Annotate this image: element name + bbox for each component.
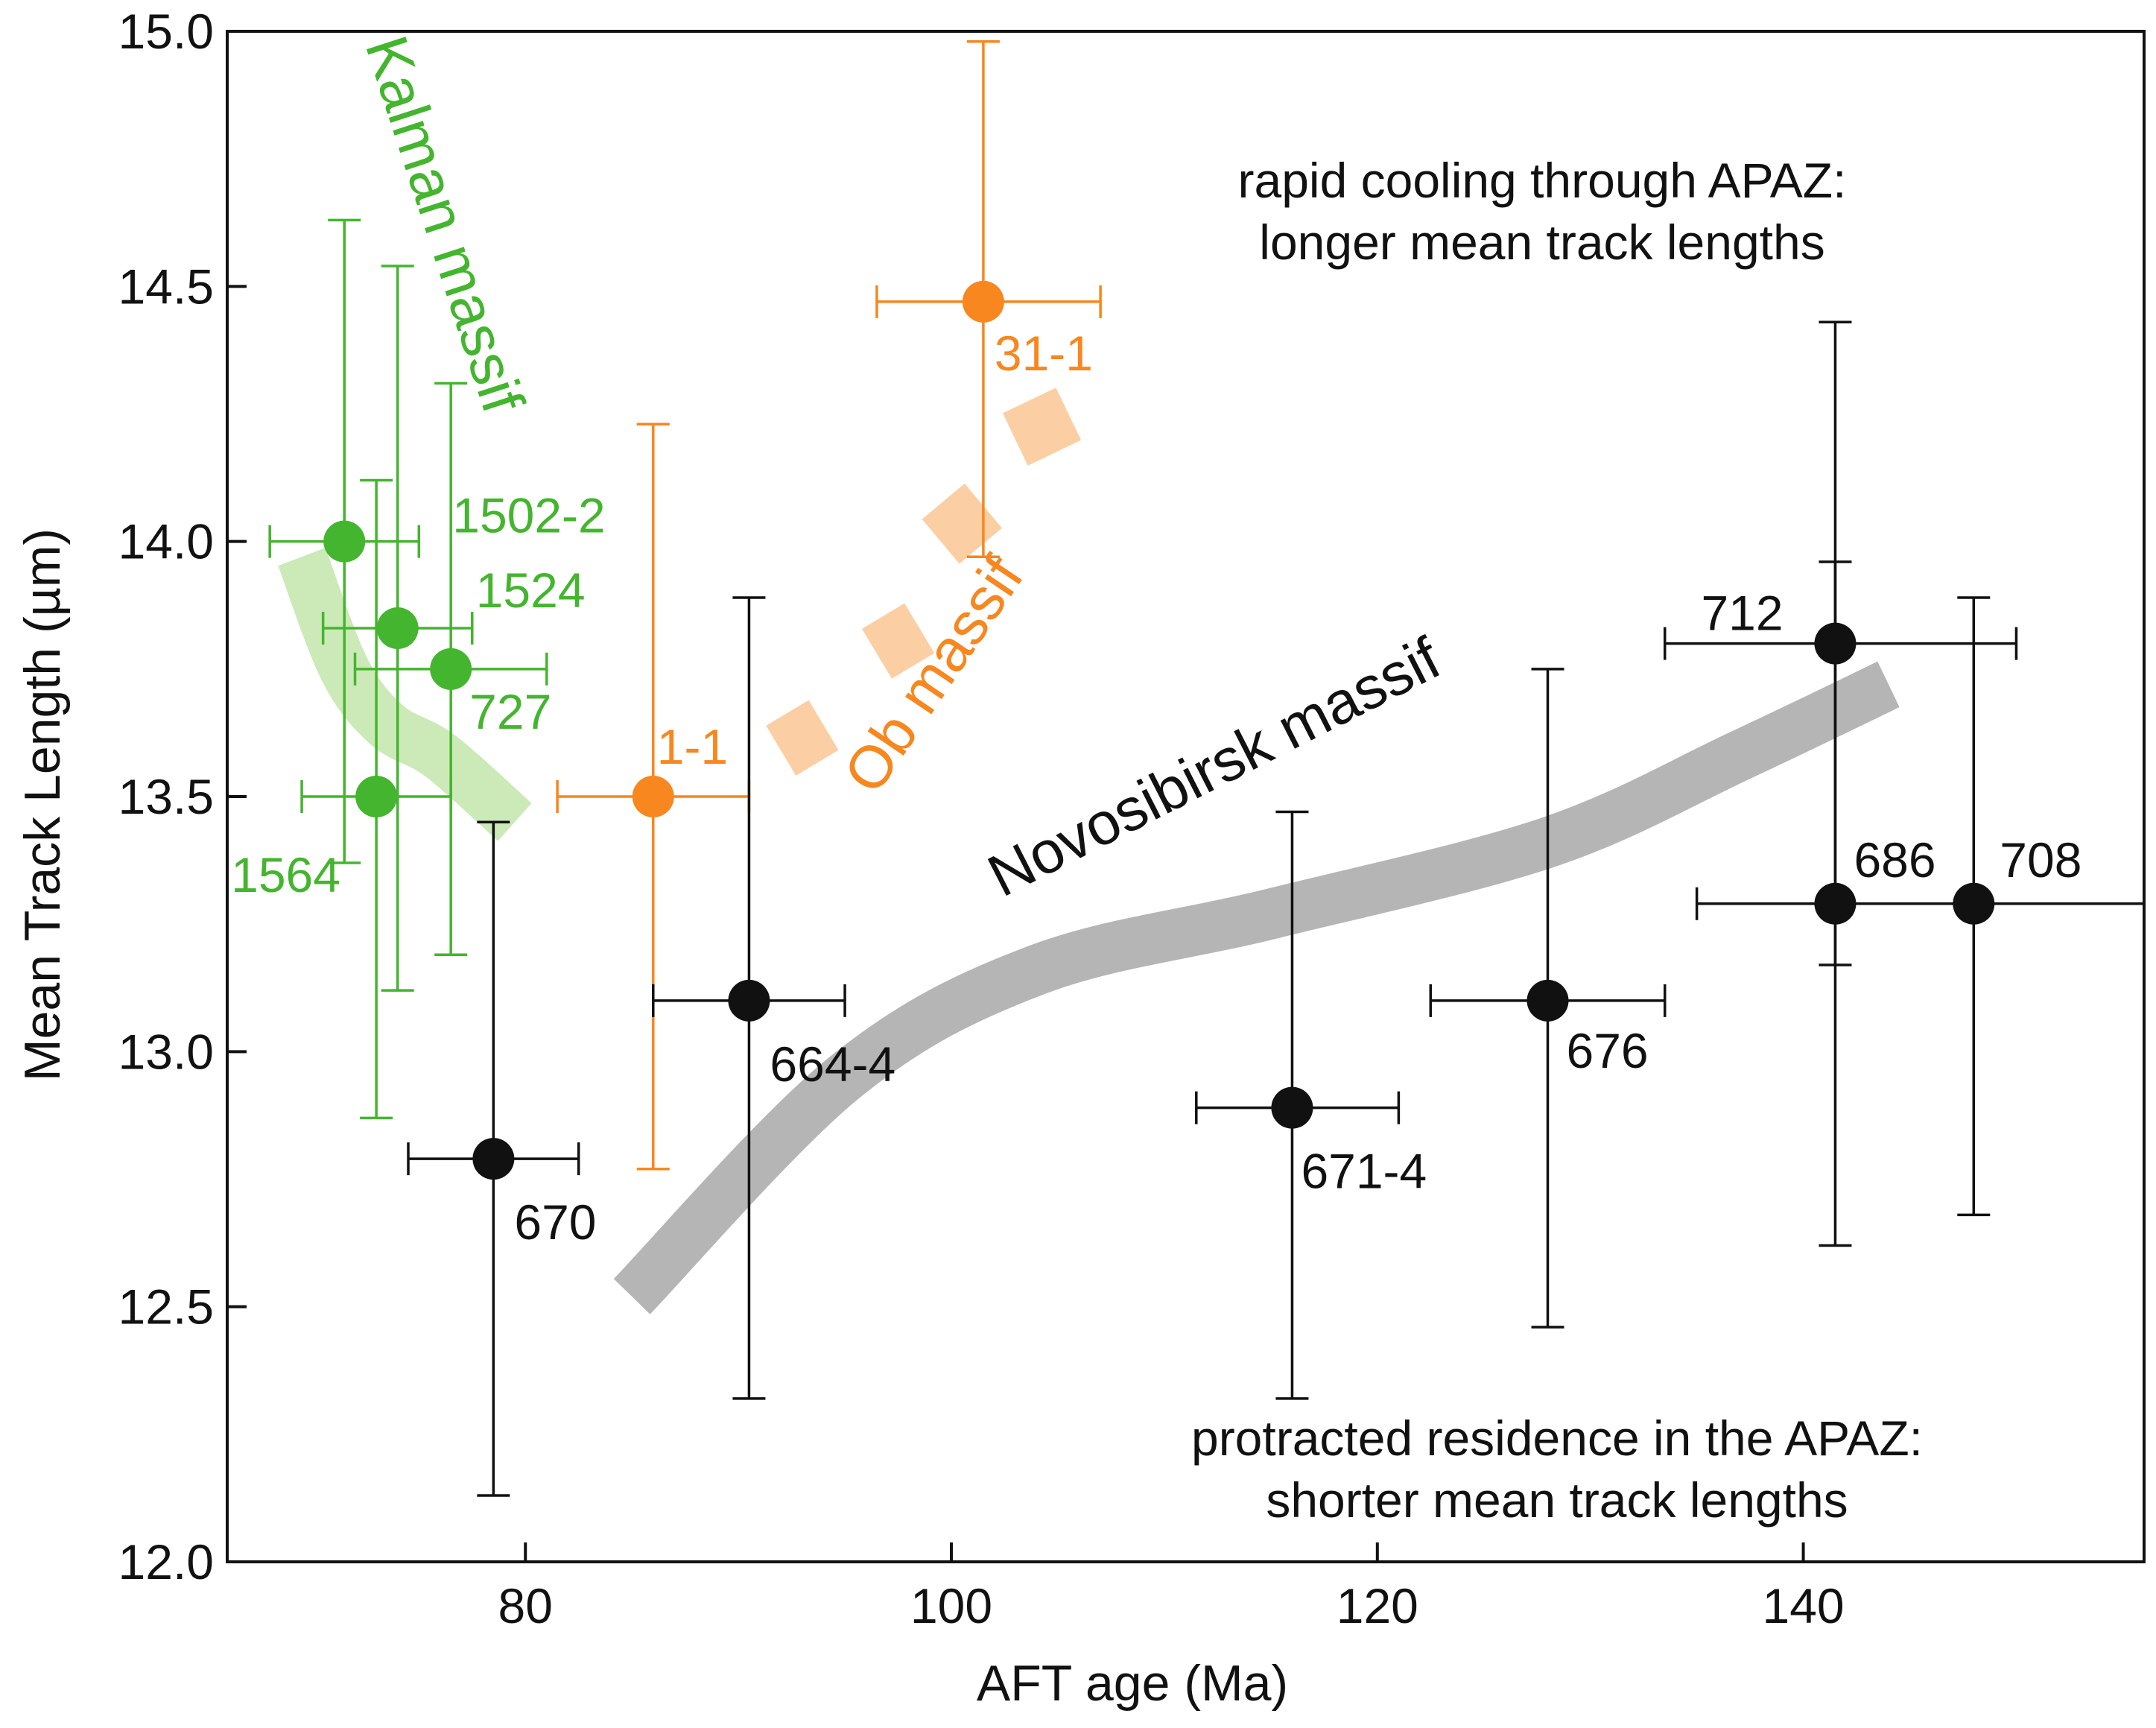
y-tick-label: 14.5 [118, 259, 214, 314]
point-label-727: 727 [469, 684, 551, 739]
data-points [323, 280, 1995, 1180]
y-tick-label: 15.0 [118, 4, 214, 59]
data-point-712 [1814, 622, 1857, 665]
data-point-1524 [376, 607, 419, 650]
x-tick-label: 100 [910, 1578, 992, 1633]
data-point-671-4 [1271, 1086, 1313, 1129]
point-label-708: 708 [2000, 832, 2082, 887]
point-label-1564: 1564 [231, 847, 340, 902]
data-point-664-4 [728, 979, 770, 1022]
data-point-708 [1953, 882, 1995, 925]
trend-bands [278, 387, 1900, 1314]
point-label-676: 676 [1567, 1023, 1649, 1078]
point-label-712: 712 [1701, 586, 1783, 641]
point-label-670: 670 [514, 1194, 596, 1250]
x-tick-label: 120 [1337, 1578, 1418, 1633]
y-tick-label: 12.5 [118, 1279, 214, 1335]
kalman-trend-band [278, 548, 532, 841]
ob-massif-label: Ob massif [831, 545, 1036, 805]
point-label-1-1: 1-1 [657, 719, 728, 774]
point-label-31-1: 31-1 [995, 326, 1093, 381]
data-point-686 [1814, 882, 1857, 925]
rapid-cooling-line2: longer mean track lengths [1259, 215, 1824, 270]
ob-trend-band-segment [766, 700, 839, 776]
y-tick-label: 13.5 [118, 769, 214, 824]
y-tick-label: 14.0 [118, 514, 214, 569]
x-tick-label: 80 [498, 1578, 553, 1633]
point-label-1502-2: 1502-2 [452, 488, 606, 543]
data-point-1564 [355, 776, 398, 817]
data-point-1-1 [632, 776, 674, 817]
ob-trend-band-segment [922, 483, 1002, 564]
data-point-1502-2 [323, 520, 366, 563]
data-point-727 [430, 648, 472, 690]
kalman-massif-label: Kalman massif [353, 28, 537, 421]
x-axis-label: AFT age (Ma) [977, 1655, 1288, 1712]
x-tick-label: 140 [1763, 1578, 1845, 1633]
point-label-686: 686 [1854, 832, 1935, 887]
data-point-676 [1526, 979, 1569, 1022]
y-axis-label: Mean Track Length (µm) [14, 528, 71, 1081]
ob-trend-band-segment [1002, 387, 1082, 466]
protracted-residence-line2: shorter mean track lengths [1266, 1472, 1848, 1528]
rapid-cooling-line1: rapid cooling through APAZ: [1238, 153, 1847, 208]
ob-trend-band-segment [861, 603, 935, 679]
point-labels: 1502-2 1524 727 1564 31-1 1-1 670 664-4 671-4 676… [231, 326, 2082, 1250]
point-label-1524: 1524 [476, 563, 586, 618]
y-tick-label: 13.0 [118, 1024, 214, 1079]
data-point-670 [472, 1138, 515, 1180]
y-tick-label: 12.0 [118, 1534, 214, 1589]
data-point-31-1 [962, 280, 1004, 323]
novosibirsk-trend-band [613, 661, 1900, 1314]
axis-ticks: 80 100 120 140 12.0 12.5 13.0 13.5 14.0 14.5 15.0 [118, 4, 1845, 1633]
point-label-671-4: 671-4 [1301, 1144, 1427, 1199]
protracted-residence-line1: protracted residence in the APAZ: [1191, 1411, 1923, 1466]
point-label-664-4: 664-4 [770, 1037, 895, 1092]
